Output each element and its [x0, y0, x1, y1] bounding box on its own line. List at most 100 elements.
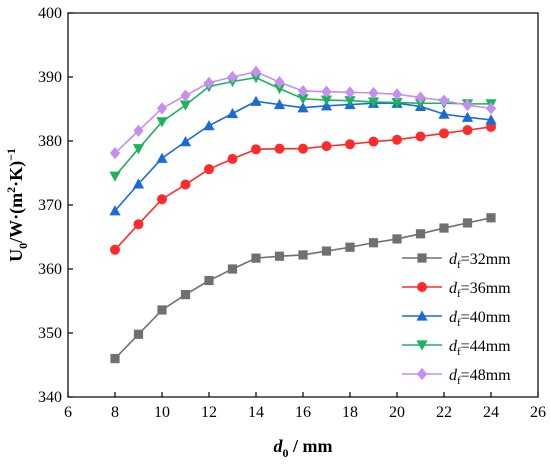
- data-point-square: [110, 354, 120, 364]
- legend-label: df=32mm: [449, 251, 511, 271]
- data-point-circle: [133, 219, 144, 230]
- data-point-circle: [392, 134, 402, 145]
- data-point-square: [415, 229, 426, 239]
- data-point-circle: [368, 136, 379, 147]
- x-tick-label: 14: [248, 404, 264, 421]
- data-point-diamond: [227, 70, 238, 84]
- data-point-triangle-down: [416, 340, 428, 351]
- data-point-diamond: [344, 86, 356, 99]
- x-tick-label: 16: [295, 404, 311, 421]
- data-point-triangle-down: [320, 95, 333, 106]
- legend-label: df=36mm: [449, 280, 511, 300]
- x-axis-sub: 0: [283, 446, 289, 460]
- data-point-triangle-up: [461, 111, 474, 122]
- data-point-square: [321, 246, 332, 256]
- data-point-diamond: [438, 94, 450, 107]
- legend-item: df=40mm: [402, 309, 511, 329]
- legend-label-sub: f: [457, 346, 461, 358]
- x-axis-unit: / mm: [289, 436, 333, 456]
- data-point-triangle-up: [297, 102, 309, 113]
- data-point-square: [204, 275, 214, 286]
- data-point-triangle-up: [132, 178, 145, 189]
- y-tick-label: 340: [38, 389, 62, 406]
- data-point-triangle-down: [250, 73, 262, 84]
- data-point-triangle-up: [203, 120, 215, 131]
- legend-label-var: d: [449, 338, 458, 355]
- data-point-diamond: [391, 88, 403, 101]
- data-point-triangle-up: [179, 136, 192, 147]
- series-4: [109, 65, 497, 160]
- data-point-square: [345, 242, 355, 252]
- legend-label-value: =44mm: [461, 338, 511, 355]
- data-point-circle: [439, 128, 449, 139]
- x-tick-label: 8: [111, 404, 119, 421]
- data-point-square: [298, 250, 308, 260]
- y-tick-label: 400: [38, 5, 62, 22]
- data-point-square: [133, 329, 144, 339]
- data-point-circle: [321, 141, 332, 152]
- data-point-diamond: [203, 76, 215, 89]
- x-axis-title: d0 / mm: [274, 436, 333, 460]
- legend-label-sub: f: [457, 288, 461, 300]
- x-tick-label: 18: [342, 404, 358, 421]
- legend-label-var: d: [449, 251, 458, 268]
- plot-frame: [67, 12, 539, 398]
- data-point-triangle-up: [485, 114, 497, 125]
- legend-label-var: d: [449, 280, 458, 297]
- data-point-diamond: [321, 85, 332, 98]
- x-tick-label: 6: [64, 404, 72, 421]
- data-point-diamond: [109, 147, 121, 160]
- data-point-triangle-down: [109, 171, 121, 182]
- data-point-square: [227, 264, 238, 274]
- legend-label-value: =40mm: [461, 309, 511, 326]
- data-point-circle: [415, 131, 426, 142]
- legend-label: df=40mm: [449, 309, 511, 329]
- x-tick-label: 26: [530, 404, 546, 421]
- data-point-circle: [345, 139, 355, 150]
- y-axis-sup2: −1: [4, 148, 18, 161]
- data-point-triangle-up: [250, 95, 262, 106]
- legend-item: df=36mm: [402, 280, 511, 300]
- data-point-circle: [417, 282, 427, 292]
- data-point-square: [417, 253, 427, 263]
- data-point-circle: [274, 143, 285, 154]
- series-2: [109, 95, 497, 216]
- data-point-square: [274, 251, 285, 261]
- data-point-diamond: [180, 89, 191, 102]
- data-point-circle: [157, 194, 167, 205]
- legend-label-value: =36mm: [461, 280, 511, 297]
- data-point-triangle-down: [297, 94, 309, 105]
- x-tick-label: 22: [436, 404, 452, 421]
- legend-item: df=44mm: [402, 338, 511, 358]
- y-axis-sup1: 2: [4, 187, 18, 193]
- data-point-diamond: [297, 84, 309, 98]
- x-tick-label: 20: [389, 404, 405, 421]
- data-point-triangle-up: [273, 98, 286, 110]
- legend-item: df=32mm: [402, 251, 511, 271]
- data-point-triangle-down: [344, 96, 356, 107]
- legend-label: df=44mm: [449, 338, 511, 358]
- data-point-circle: [180, 179, 191, 190]
- series-line: [114, 217, 492, 360]
- data-point-square: [157, 305, 167, 315]
- y-tick-label: 380: [38, 133, 62, 150]
- legend-label-sub: f: [457, 259, 461, 271]
- data-point-triangle-down: [273, 83, 286, 95]
- legend-label: df=48mm: [449, 367, 511, 387]
- legend-label-var: d: [449, 309, 458, 326]
- y-axis-main: U: [6, 249, 26, 262]
- x-tick-label: 10: [154, 404, 170, 421]
- y-tick-label: 350: [38, 325, 62, 342]
- data-point-triangle-up: [156, 152, 168, 163]
- data-point-diamond: [462, 99, 473, 112]
- data-point-triangle-down: [179, 100, 192, 111]
- data-point-diamond: [485, 102, 497, 115]
- series-group: [109, 65, 497, 364]
- data-point-diamond: [250, 65, 262, 78]
- data-point-triangle-down: [132, 144, 145, 155]
- legend-label-var: d: [449, 367, 458, 384]
- data-point-square: [180, 290, 191, 300]
- data-point-square: [368, 238, 379, 248]
